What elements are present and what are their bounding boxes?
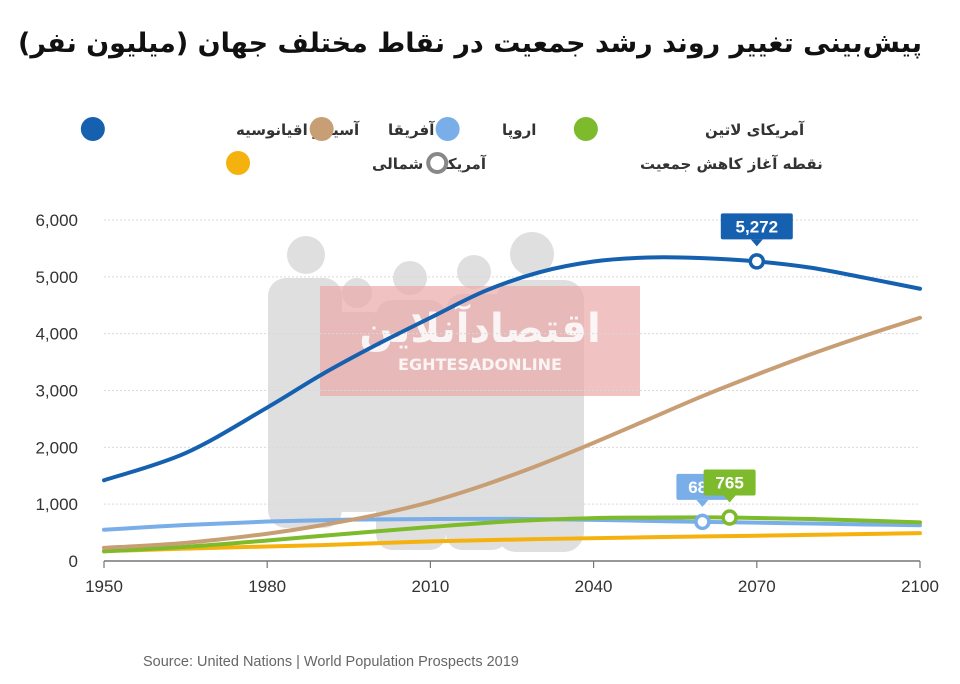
callout-label: 765 <box>715 474 743 493</box>
series-line <box>102 255 922 483</box>
y-tick-label: 3,000 <box>35 382 78 401</box>
watermark-brand-fa: اقتصادآنلاین <box>359 303 600 352</box>
y-tick-label: 4,000 <box>35 325 78 344</box>
legend-marker <box>226 151 251 175</box>
x-axis: 1950 1980 2010 2040 2070 2100 <box>85 561 939 596</box>
legend-marker <box>435 117 460 141</box>
legend-label: آسیا و اقیانوسیه <box>236 121 360 139</box>
grid <box>104 219 920 562</box>
watermark-logo-box <box>320 286 640 396</box>
series-line <box>102 515 922 554</box>
legend-label: آمریکای لاتین <box>705 121 805 139</box>
x-tick-label: 2040 <box>575 577 613 596</box>
callout-pointer <box>696 499 709 507</box>
legend-label: نقطه آغاز کاهش جمعیت <box>640 155 823 173</box>
decline-start-marker <box>721 509 738 526</box>
decline-start-marker <box>694 513 711 531</box>
legend-marker <box>426 152 449 174</box>
watermark: اقتصادآنلاین EGHTESADONLINE <box>268 232 640 552</box>
series-lines <box>102 255 922 554</box>
y-tick-label: 5,000 <box>35 268 78 287</box>
chart-title: پیش‌بینی تغییر روند رشد جمعیت در نقاط مخ… <box>18 28 922 59</box>
callout-pointer <box>723 495 736 503</box>
legend-marker <box>573 117 598 141</box>
legend-label: آفریقا <box>388 121 435 139</box>
decline-start-marker <box>748 253 766 270</box>
y-tick-label: 6,000 <box>35 211 78 230</box>
x-tick-label: 2010 <box>411 577 449 596</box>
y-tick-label: 2,000 <box>35 438 78 457</box>
callout-box <box>703 469 756 496</box>
x-tick-label: 1980 <box>248 577 286 596</box>
series-line <box>102 531 922 554</box>
legend-label: اروپا <box>502 121 536 140</box>
legend: آسیا و اقیانوسیه آفریقا اروپا آمریکای لاتین… <box>80 117 823 175</box>
x-tick-label: 2070 <box>738 577 776 596</box>
source-note: Source: United Nations | World Populatio… <box>143 654 519 670</box>
x-tick-label: 1950 <box>85 577 123 596</box>
watermark-brand-en: EGHTESADONLINE <box>398 355 562 374</box>
legend-marker <box>80 117 105 141</box>
callout-pointer <box>750 239 763 247</box>
y-axis: 0 1,000 2,000 3,000 4,000 5,000 6,000 <box>35 211 78 571</box>
x-tick-label: 2100 <box>901 577 939 596</box>
series-line <box>102 315 922 550</box>
y-tick-label: 0 <box>69 552 78 571</box>
y-tick-label: 1,000 <box>35 495 78 514</box>
legend-marker <box>309 117 334 141</box>
callout-label: 5,272 <box>736 217 779 236</box>
callout-box <box>720 213 793 240</box>
